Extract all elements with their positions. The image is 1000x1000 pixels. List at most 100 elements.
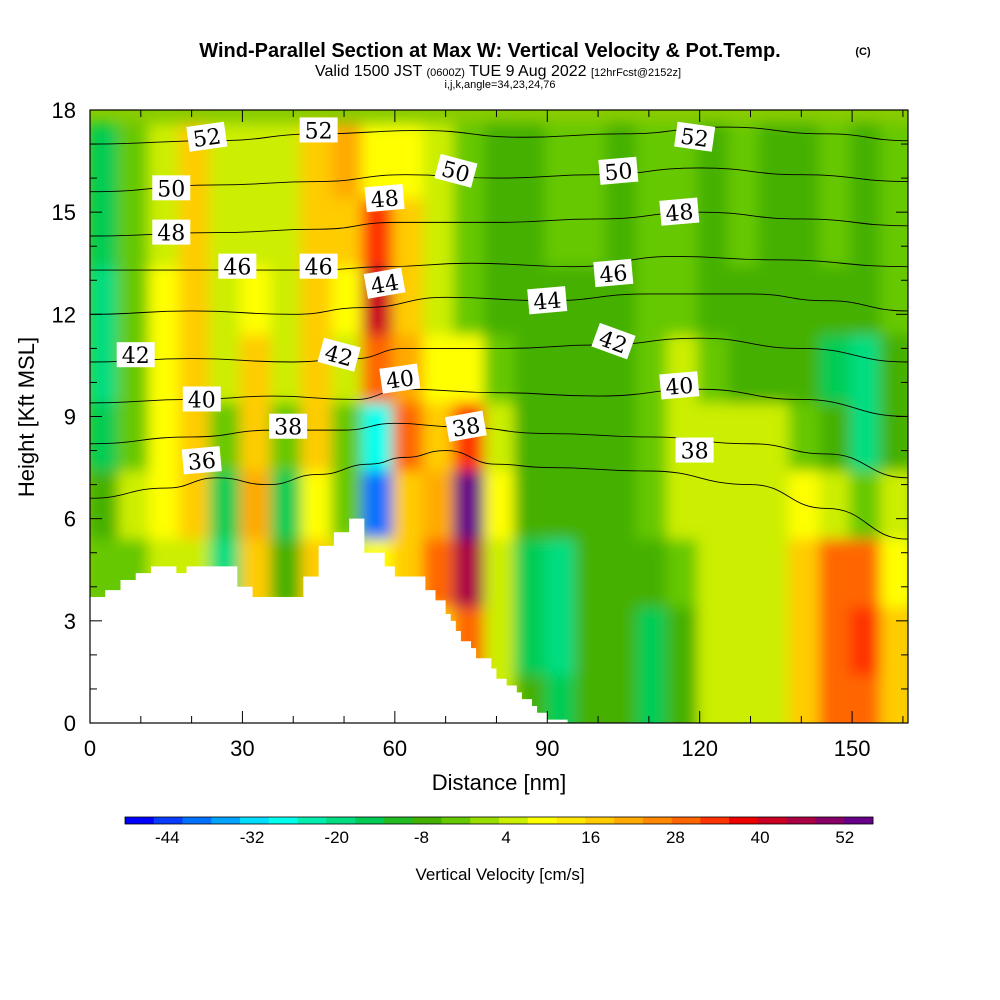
- contour-label: 46: [593, 258, 634, 289]
- velocity-cell: [514, 191, 550, 267]
- colorbar-swatch: [729, 817, 759, 824]
- colorbar-tick-label: -8: [414, 828, 429, 847]
- colorbar-swatch: [642, 817, 672, 824]
- velocity-cell: [849, 600, 886, 676]
- colorbar-tick-label: -44: [155, 828, 180, 847]
- colorbar-swatch: [182, 817, 212, 824]
- velocity-cell: [117, 259, 154, 335]
- velocity-cell: [331, 396, 367, 471]
- contour-label-bg: [674, 121, 716, 152]
- velocity-cell: [392, 464, 428, 540]
- isentrope-36: [90, 450, 908, 540]
- velocity-cell: [727, 396, 764, 471]
- contour-label: 38: [445, 410, 487, 443]
- contour-label-bg: [379, 363, 421, 394]
- colorbar-tick-label: 52: [835, 828, 854, 847]
- contour-label-bg: [182, 386, 221, 412]
- contour-label-text: 40: [664, 374, 694, 401]
- velocity-cell: [605, 600, 642, 676]
- velocity-cell: [697, 259, 733, 335]
- velocity-cell: [605, 191, 642, 267]
- contour-label-bg: [299, 253, 338, 279]
- contour-label-bg: [181, 446, 222, 475]
- contour-label-bg: [593, 258, 634, 288]
- velocity-cell: [849, 532, 886, 608]
- velocity-cell: [483, 327, 520, 403]
- contour-label: 44: [363, 267, 406, 300]
- colorbar-label: Vertical Velocity [cm/s]: [415, 865, 584, 884]
- velocity-cell: [697, 600, 733, 676]
- velocity-cell: [849, 123, 886, 199]
- velocity-cell: [636, 259, 672, 335]
- velocity-cell: [483, 123, 520, 199]
- velocity-cell: [392, 396, 428, 471]
- velocity-cell: [453, 327, 489, 403]
- velocity-cell: [880, 600, 908, 676]
- velocity-cell: [727, 464, 764, 540]
- velocity-cell: [514, 464, 550, 540]
- colorbar-swatch: [268, 817, 298, 824]
- x-axis-label: Distance [nm]: [432, 770, 567, 795]
- contour-label-text: 52: [679, 124, 710, 153]
- contour-label: 40: [379, 363, 421, 395]
- velocity-cell: [514, 123, 550, 199]
- velocity-cell: [209, 464, 245, 540]
- velocity-cell: [697, 532, 733, 608]
- velocity-cell: [483, 191, 520, 267]
- velocity-cell: [148, 396, 184, 471]
- y-tick-label: 0: [64, 711, 76, 736]
- velocity-cell: [788, 668, 825, 723]
- velocity-cell: [453, 191, 489, 267]
- velocity-cell: [880, 668, 908, 723]
- velocity-cell: [544, 600, 581, 676]
- contour-label-text: 42: [122, 344, 150, 369]
- velocity-cell: [697, 327, 733, 403]
- velocity-cell: [422, 464, 459, 540]
- velocity-cell: [483, 259, 520, 335]
- velocity-cell: [575, 532, 611, 608]
- contour-label-bg: [269, 413, 308, 439]
- colorbar-swatch: [527, 817, 557, 824]
- x-tick-label: 0: [84, 736, 96, 761]
- velocity-cell: [819, 396, 855, 471]
- velocity-cell: [239, 123, 276, 199]
- colorbar-swatch: [326, 817, 356, 824]
- colorbar-swatch: [125, 817, 155, 824]
- velocity-cell: [666, 464, 703, 540]
- colorbar-swatch: [412, 817, 442, 824]
- velocity-cell: [90, 396, 124, 471]
- velocity-cell: [758, 123, 794, 199]
- contour-label-text: 40: [188, 388, 216, 413]
- velocity-cell: [819, 464, 855, 540]
- velocity-cell: [666, 532, 703, 608]
- contour-label: 50: [152, 175, 191, 202]
- contour-label-text: 44: [369, 270, 401, 299]
- chart-subtitle: Valid 1500 JST (0600Z) TUE 9 Aug 2022 [1…: [315, 63, 681, 80]
- contour-label-bg: [218, 253, 257, 279]
- contour-label-bg: [598, 156, 639, 185]
- velocity-cell: [788, 191, 825, 267]
- velocity-cell: [788, 123, 825, 199]
- velocity-cell: [514, 532, 550, 608]
- contour-label: 52: [186, 121, 228, 153]
- velocity-cell: [605, 532, 642, 608]
- velocity-cell: [788, 396, 825, 471]
- velocity-cell: [514, 600, 550, 676]
- colorbar-swatch: [383, 817, 413, 824]
- colorbar-swatch: [757, 817, 787, 824]
- velocity-cell: [178, 464, 215, 540]
- contour-label-text: 48: [664, 200, 694, 227]
- velocity-cell: [880, 191, 908, 267]
- plot-area: [90, 110, 908, 723]
- contour-label: 46: [218, 253, 257, 281]
- velocity-cell: [819, 532, 855, 608]
- velocity-cell: [636, 123, 672, 199]
- velocity-cell: [575, 600, 611, 676]
- contour-label: 38: [269, 413, 308, 441]
- contour-label-bg: [659, 371, 700, 400]
- velocity-cell: [605, 396, 642, 471]
- contour-label: 52: [299, 117, 338, 144]
- contour-label-bg: [116, 342, 155, 368]
- contour-label-bg: [591, 322, 636, 360]
- velocity-cell: [239, 464, 276, 540]
